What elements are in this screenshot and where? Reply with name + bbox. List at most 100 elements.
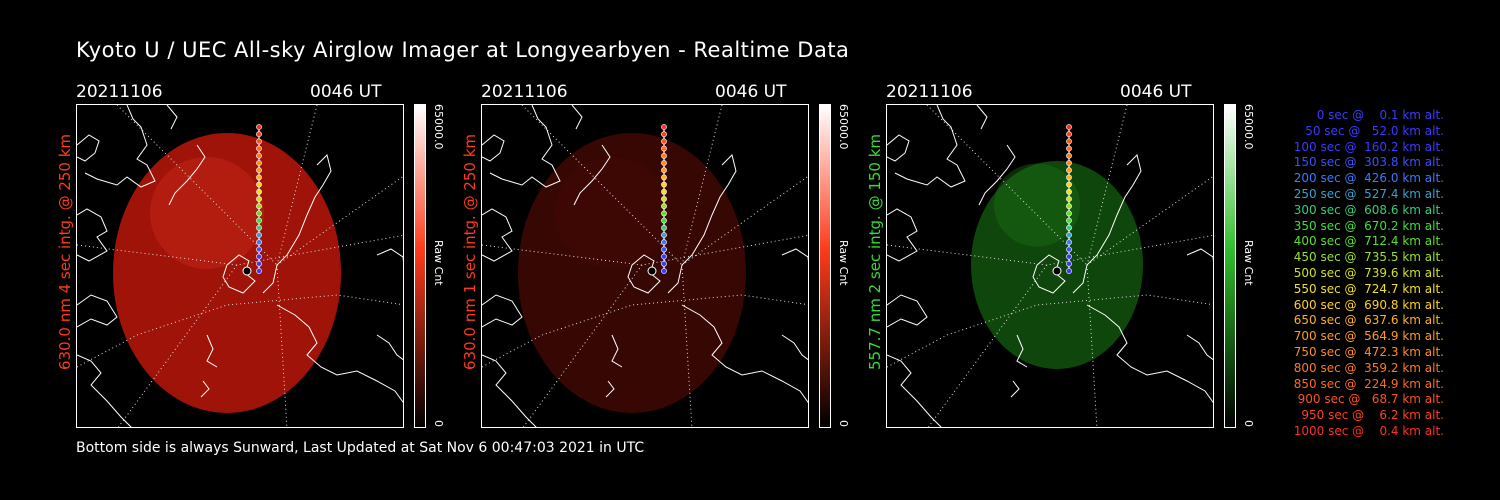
trajectory-point — [256, 131, 262, 138]
panel-3-cbar-unit: Raw Cnt — [1242, 240, 1255, 286]
coastline — [482, 208, 513, 262]
legend-row: 600 sec @ 690.8 km alt. — [1293, 297, 1444, 312]
trajectory-point — [661, 246, 667, 253]
panel-1-svg — [77, 105, 403, 427]
coastline — [262, 154, 332, 294]
legend-row: 250 sec @ 527.4 km alt. — [1293, 186, 1444, 201]
trajectory-point — [661, 217, 667, 224]
trajectory-point — [256, 196, 262, 202]
trajectory-point — [256, 239, 262, 246]
trajectory-point — [661, 124, 667, 130]
sky-glow — [994, 163, 1080, 247]
launch-site-marker — [242, 266, 252, 276]
coastline — [77, 134, 100, 162]
panel-2-time: 0046 UT — [715, 82, 787, 102]
trajectory-point — [256, 232, 262, 238]
panel-1-colorbar — [414, 104, 426, 428]
trajectory-point — [256, 181, 262, 188]
page-title: Kyoto U / UEC All-sky Airglow Imager at … — [76, 38, 850, 62]
trajectory-point — [256, 124, 262, 130]
panel-3-svg — [887, 105, 1213, 427]
lat-lon-grid-line — [681, 264, 693, 427]
coastline — [573, 144, 611, 206]
trajectory-point — [256, 152, 262, 159]
coastline — [482, 294, 523, 328]
coastline — [77, 354, 132, 427]
legend-row: 950 sec @ 6.2 km alt. — [1301, 408, 1444, 423]
coastline — [84, 105, 156, 188]
trajectory-point — [1066, 260, 1072, 267]
trajectory-point — [661, 196, 667, 202]
legend-row: 400 sec @ 712.4 km alt. — [1293, 234, 1444, 249]
trajectory-point — [1066, 232, 1072, 238]
trajectory-point — [1066, 167, 1072, 174]
legend-row: 450 sec @ 735.5 km alt. — [1293, 250, 1444, 265]
trajectory-point — [256, 260, 262, 267]
trajectory-point — [661, 203, 667, 210]
panel-3-date: 20211106 — [886, 82, 973, 102]
coastline — [206, 334, 218, 368]
coastline — [482, 134, 505, 162]
trajectory-point — [256, 217, 262, 224]
coastline — [611, 334, 623, 368]
coastline — [222, 254, 256, 294]
coastline — [976, 105, 988, 130]
lat-lon-grid-line — [482, 294, 808, 368]
trajectory-point — [256, 268, 262, 274]
coastline — [1010, 380, 1020, 398]
coastline — [376, 334, 403, 361]
coastline — [1086, 304, 1213, 404]
panel-3-colorbar — [1224, 104, 1236, 428]
trajectory-point — [1066, 131, 1072, 138]
trajectory-point — [661, 174, 667, 181]
trajectory-point — [256, 145, 262, 152]
coastline — [667, 154, 737, 294]
coastline — [681, 304, 808, 404]
legend-row: 500 sec @ 739.6 km alt. — [1293, 265, 1444, 280]
panel-3-cbar-max: 65000.0 — [1242, 104, 1255, 150]
coastline — [276, 304, 403, 404]
coastline — [627, 254, 661, 294]
lat-lon-grid-line — [1086, 264, 1098, 427]
coastline — [887, 134, 910, 162]
panel-2-cbar-min: 0 — [837, 420, 850, 427]
lat-lon-grid-line — [887, 294, 1213, 368]
launch-site-marker — [1052, 266, 1062, 276]
legend-row: 650 sec @ 637.6 km alt. — [1293, 313, 1444, 328]
panel-3-time: 0046 UT — [1120, 82, 1192, 102]
lat-lon-grid-line — [926, 105, 1088, 266]
trajectory-point — [661, 253, 667, 260]
coastline — [489, 105, 561, 188]
coastline — [1016, 334, 1028, 368]
coastline — [605, 380, 615, 398]
legend-row: 350 sec @ 670.2 km alt. — [1293, 218, 1444, 233]
panel-1-date: 20211106 — [76, 82, 163, 102]
panel-1-cbar-unit: Raw Cnt — [432, 240, 445, 286]
panel-3-ylabel: 557.7 nm 2 sec intg. @ 150 km — [866, 133, 884, 370]
panel-2-cbar-unit: Raw Cnt — [837, 240, 850, 286]
lat-lon-grid-line — [276, 264, 288, 427]
trajectory-point — [1066, 145, 1072, 152]
coastline — [200, 380, 210, 398]
coastline — [1032, 254, 1066, 294]
trajectory-point — [256, 167, 262, 174]
trajectory-point — [256, 224, 262, 231]
legend-row: 100 sec @ 160.2 km alt. — [1293, 139, 1444, 154]
lat-lon-grid-line — [521, 105, 683, 266]
coastline — [978, 144, 1016, 206]
trajectory-point — [256, 138, 262, 145]
coastline — [1186, 248, 1213, 262]
panel-2-ylabel: 630.0 nm 1 sec intg. @ 250 km — [461, 133, 479, 370]
legend-row: 800 sec @ 359.2 km alt. — [1293, 360, 1444, 375]
panel-1-cbar-max: 65000.0 — [432, 104, 445, 150]
legend-row: 150 sec @ 303.8 km alt. — [1293, 155, 1444, 170]
trajectory-point — [1066, 246, 1072, 253]
legend-row: 200 sec @ 426.0 km alt. — [1293, 171, 1444, 186]
trajectory-point — [256, 203, 262, 210]
trajectory-point — [256, 253, 262, 260]
launch-site-marker — [647, 266, 657, 276]
trajectory-point — [1066, 217, 1072, 224]
coastline — [887, 208, 918, 262]
panel-2-cbar-max: 65000.0 — [837, 104, 850, 150]
legend-row: 300 sec @ 608.6 km alt. — [1293, 202, 1444, 217]
